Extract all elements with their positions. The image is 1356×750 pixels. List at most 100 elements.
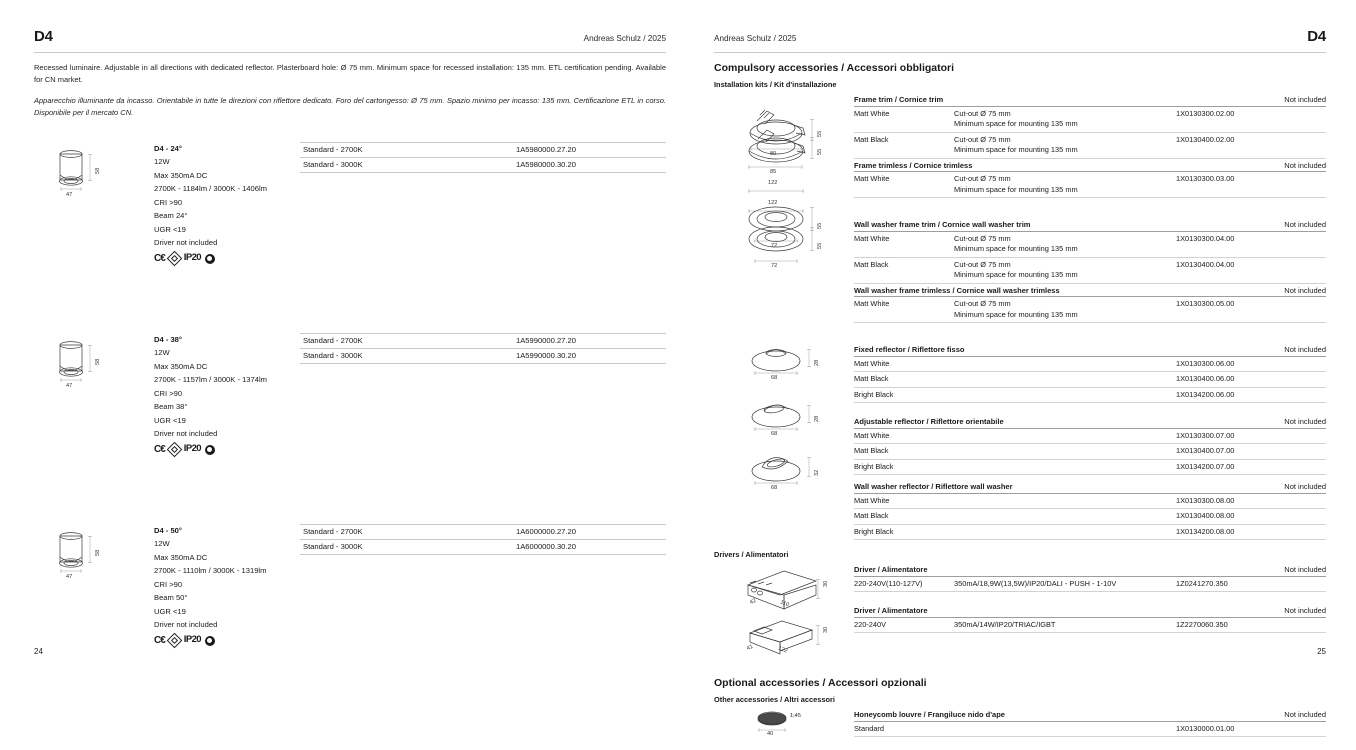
ce-icon: C€ [154,443,166,455]
ce-icon: C€ [154,252,166,264]
not-included-label: Not included [1284,565,1326,575]
drivers-label: Drivers / Alimentatori [714,550,789,560]
header-divider [34,52,666,53]
table-row[interactable]: Standard - 2700K 1A5990000.27.20 [300,332,666,349]
table-row[interactable]: Standard - 3000K 1A6000000.30.20 [300,540,666,555]
product-lumen: 2700K - 1157lm / 3000K - 1374lm [154,375,267,385]
dim-height-label: 28 [814,415,820,423]
order-description: Standard - 2700K [303,336,363,346]
product-drawing: 47 58 [34,524,154,594]
accessory-heading-label: Fixed reflector / Riflettore fisso [854,345,965,355]
table-row[interactable]: Standard 1X0130000.01.00 [854,722,1326,738]
installation-kits-label: Installation kits / Kit d'installazione [714,80,837,89]
table-row[interactable]: Bright Black 1X0134200.07.00 [854,460,1326,476]
accessory-code: 1Z2270060.350 [1176,619,1228,629]
table-row[interactable]: Bright Black 1X0134200.06.00 [854,388,1326,404]
product-block: 47 58 D4 - 50° 12W Max 350mA DC 2700K - … [34,523,666,649]
product-driver-note: Driver not included [154,620,218,630]
accessory-code: 1Z0241270.350 [1176,578,1228,588]
product-cri: CRI >90 [154,197,183,207]
dim-height-label: 58 [95,549,101,556]
table-row[interactable]: Matt White 1X0130300.07.00 [854,429,1326,445]
table-row[interactable]: Matt White 1X0130300.08.00 [854,494,1326,510]
finish-name: Matt Black [854,374,889,384]
designer-credit: Andreas Schulz / 2025 [714,34,797,43]
not-included-label: Not included [1284,285,1326,295]
not-included-label: Not included [1284,95,1326,104]
accessory-detail: Cut-out Ø 75 mm Minimum space for mounti… [954,233,1078,254]
finish-name: Matt Black [854,511,889,521]
dim-height-label: 58 [95,358,101,365]
table-row[interactable]: Matt White Cut-out Ø 75 mm Minimum space… [854,172,1326,199]
product-specs: D4 - 38° 12W Max 350mA DC 2700K - 1157lm… [154,333,294,458]
table-row[interactable]: Bright Black 1X0134200.08.00 [854,525,1326,541]
other-accessories-label: Other accessories / Altri accessori [714,695,835,705]
accessory-tables: Frame trim / Cornice trim Not included M… [854,95,1326,324]
dim-top-label: 122 [768,200,778,207]
accessory-heading-label: Frame trim / Cornice trim [854,95,944,104]
finish-name: Matt White [854,495,890,505]
table-row[interactable]: Matt White Cut-out Ø 75 mm Minimum space… [854,232,1326,258]
accessory-code: 1X0130400.02.00 [1176,134,1235,144]
table-row[interactable]: Standard - 3000K 1A5990000.30.20 [300,349,666,364]
driver-voltage: 220-240V(110-127V) [854,578,923,588]
table-row[interactable]: Matt White Cut-out Ø 75 mm Minimum space… [854,107,1326,133]
table-row[interactable]: Matt White Cut-out Ø 75 mm Minimum space… [854,297,1326,324]
accessory-detail [954,359,1176,370]
table-row[interactable]: Standard - 2700K 1A6000000.27.20 [300,523,666,540]
driver-detail: 350mA/14W/IP20/TRIAC/IGBT [954,619,1056,629]
optional-tables: Honeycomb louvre / Frangiluce nido d'ape… [854,710,1326,738]
dim-width-label: 47 [66,191,73,198]
product-beam: Beam 50° [154,593,188,603]
table-row[interactable]: 220-240V 350mA/14W/IP20/TRIAC/IGBT 1Z227… [854,618,1326,634]
accessory-heading: Wall washer frame trim / Cornice wall wa… [854,220,1326,232]
accessory-heading-label: Honeycomb louvre / Frangiluce nido d'ape [854,710,1005,720]
accessory-detail [954,724,1176,735]
table-row[interactable]: Standard - 2700K 1A5980000.27.20 [300,141,666,158]
ce-icon: C€ [154,635,166,647]
table-row[interactable]: Matt White 1X0130300.06.00 [854,357,1326,373]
class-ii-icon [166,250,183,267]
accessory-code: 1X0130000.01.00 [1176,723,1235,733]
finish-name: Matt Black [854,259,889,269]
table-row[interactable]: Matt Black Cut-out Ø 75 mm Minimum space… [854,133,1326,159]
accessory-group: 80 55 122 72 55 Frame trim / Cornice tri… [714,95,1326,324]
table-row[interactable]: Matt Black 1X0130400.07.00 [854,444,1326,460]
table-row[interactable]: Matt Black Cut-out Ø 75 mm Minimum space… [854,258,1326,284]
finish-name: Matt White [854,174,890,184]
order-description: Standard - 2700K [303,145,363,155]
accessory-heading: Frame trim / Cornice trim Not included [854,95,1326,107]
order-code: 1A5980000.30.20 [516,160,576,170]
accessory-heading: Honeycomb louvre / Frangiluce nido d'ape… [854,710,1326,722]
accessory-heading: Wall washer frame trimless / Cornice wal… [854,286,1326,298]
accessory-tables: Fixed reflector / Riflettore fisso Not i… [854,345,1326,541]
finish-name: Standard [854,723,884,733]
dim-height-label: 30 [823,581,829,588]
accessory-code: 1X0134200.07.00 [1176,461,1235,471]
product-ugr: UGR <19 [154,606,186,616]
accessory-code: 1X0130300.08.00 [1176,495,1235,505]
order-table: Standard - 2700K 1A5980000.27.20 Standar… [300,141,666,265]
not-included-label: Not included [1284,345,1326,355]
finish-name: Matt Black [854,134,889,144]
table-row[interactable]: Matt Black 1X0130400.08.00 [854,509,1326,525]
table-row[interactable]: 220-240V(110-127V) 350mA/18,9W(13,5W)/IP… [854,577,1326,593]
product-ugr: UGR <19 [154,224,186,234]
order-code: 1A6000000.30.20 [516,542,576,552]
accessory-code: 1X0130300.02.00 [1176,108,1235,118]
product-name: D4 - 24° [154,143,182,153]
header-divider [714,52,1326,53]
accessory-heading-label: Driver / Alimentatore [854,565,928,575]
not-included-label: Not included [1284,482,1326,492]
not-included-label: Not included [1284,710,1326,720]
product-block: 47 58 D4 - 24° 12W Max 350mA DC 2700K - … [34,141,666,267]
table-row[interactable]: Standard - 3000K 1A5980000.30.20 [300,158,666,173]
accessory-heading: Fixed reflector / Riflettore fisso Not i… [854,345,1326,357]
certification-row: C€ IP20 [154,250,294,267]
optional-accessories-title: Optional accessories / Accessori opziona… [714,677,927,690]
accessory-detail [954,527,1176,538]
table-row[interactable]: Matt Black 1X0130400.06.00 [854,372,1326,388]
accessory-heading: Driver / Alimentatore Not included [854,565,1326,577]
accessory-code: 1X0130400.07.00 [1176,446,1235,456]
product-name: D4 - 50° [154,525,182,535]
